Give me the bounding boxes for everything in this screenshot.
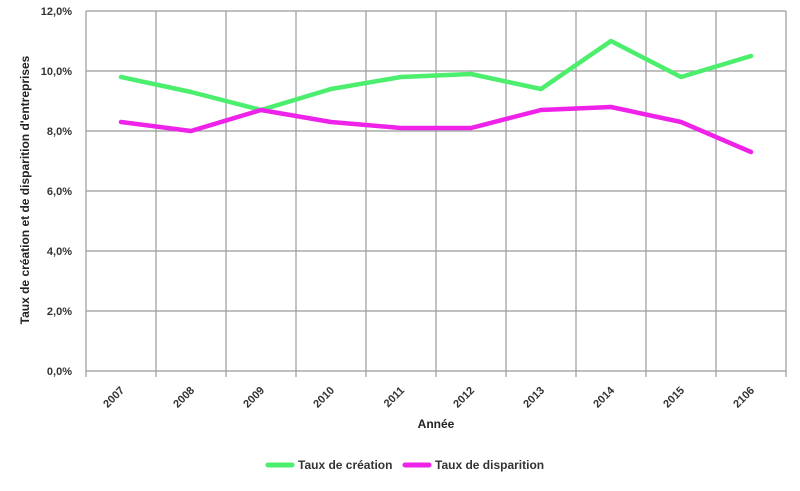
y-tick-label: 4,0% (47, 246, 72, 258)
x-tick-label: 2106 (731, 385, 757, 411)
y-tick-label: 6,0% (47, 186, 72, 198)
x-tick-label: 2013 (521, 385, 547, 411)
legend-label: Taux de disparition (435, 458, 544, 472)
legend: Taux de création Taux de disparition (265, 458, 544, 472)
y-tick-label: 0,0% (47, 366, 72, 378)
y-tick-label: 2,0% (47, 306, 72, 318)
x-tick-label: 2012 (451, 385, 477, 411)
x-tick-label: 2010 (311, 385, 337, 411)
y-tick-label: 12,0% (41, 6, 72, 18)
x-tick-label: 2014 (591, 384, 617, 410)
x-axis-ticks: 2007 2008 2009 2010 2011 2012 2013 2014 2015 2106 (101, 384, 757, 410)
grid (85, 10, 787, 377)
y-axis-ticks: 0,0% 2,0% 4,0% 6,0% 8,0% 10,0% 12,0% (41, 6, 72, 378)
series-line-disparition (118, 104, 754, 155)
x-tick-label: 2007 (101, 385, 127, 411)
x-tick-label: 2011 (382, 385, 407, 410)
series-lines (118, 38, 754, 155)
x-tick-label: 2009 (241, 385, 267, 411)
series-line-creation (118, 38, 754, 113)
y-axis-title: Taux de création et de disparition d'ent… (18, 55, 32, 324)
y-tick-label: 10,0% (41, 66, 72, 78)
x-axis-title: Année (418, 417, 455, 431)
legend-label: Taux de création (298, 458, 392, 472)
x-tick-label: 2008 (171, 385, 197, 411)
x-tick-label: 2015 (661, 385, 687, 411)
y-tick-label: 8,0% (47, 126, 72, 138)
